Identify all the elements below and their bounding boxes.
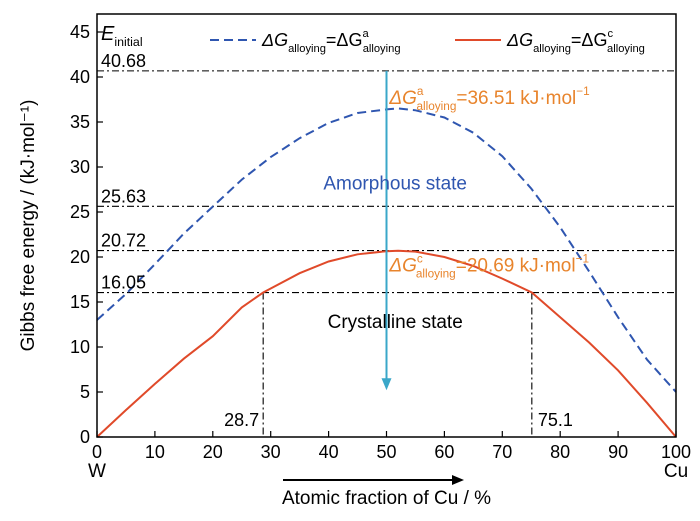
legend-entry-part: ΔG bbox=[261, 30, 288, 50]
legend-entry-part: =ΔG bbox=[571, 30, 608, 50]
delta-g-amorphous-label: ΔGa alloying=36.51 kJ·mol−1 bbox=[388, 85, 589, 113]
e-initial-label-part: initial bbox=[114, 35, 142, 49]
delta-g-crystalline-label: ΔGc alloying=20.69 kJ·mol−1 bbox=[388, 252, 589, 280]
delta-g-crystalline-label-part: ΔG bbox=[388, 255, 417, 276]
x-axis-label: Atomic fraction of Cu / % bbox=[282, 488, 491, 509]
amorphous-state-label: Amorphous state bbox=[323, 174, 467, 195]
crystalline-state-label: Crystalline state bbox=[328, 312, 463, 333]
delta-g-amorphous-label-part: −1 bbox=[576, 85, 589, 98]
delta-g-amorphous-label-part: a bbox=[417, 85, 424, 98]
x-tick-label: 60 bbox=[434, 442, 454, 462]
y-tick-label: 5 bbox=[80, 382, 90, 402]
legend-entry: ΔGalloying=ΔGc alloying bbox=[506, 28, 645, 55]
reference-line-label: 20.72 bbox=[101, 231, 146, 251]
delta-g-amorphous-label-part: alloying bbox=[416, 100, 456, 113]
reference-line-label: 40.68 bbox=[101, 51, 146, 71]
y-tick-label: 10 bbox=[70, 337, 90, 357]
vertical-line-label: 28.7 bbox=[224, 410, 259, 430]
x-tick-label: 30 bbox=[261, 442, 281, 462]
y-tick-label: 25 bbox=[70, 202, 90, 222]
legend-entry-part: c bbox=[607, 28, 613, 40]
delta-g-crystalline-label-part: c bbox=[417, 252, 423, 265]
x-tick-label: 70 bbox=[492, 442, 512, 462]
legend-entry-part: =ΔG bbox=[326, 30, 363, 50]
y-tick-label: 20 bbox=[70, 247, 90, 267]
x-tick-label: 0 bbox=[92, 442, 102, 462]
legend-entry-part: alloying bbox=[607, 43, 645, 55]
legend-entry-part: alloying bbox=[533, 43, 571, 55]
y-axis-label: Gibbs free energy / (kJ·mol⁻¹) bbox=[18, 100, 39, 352]
delta-g-amorphous-label-part: =36.51 kJ·mol bbox=[456, 88, 576, 109]
y-tick-label: 30 bbox=[70, 157, 90, 177]
e-initial-label-part: E bbox=[101, 23, 115, 45]
x-tick-label: 10 bbox=[145, 442, 165, 462]
y-tick-label: 15 bbox=[70, 292, 90, 312]
amorphous-curve bbox=[96, 107, 677, 393]
reference-line-label: 25.63 bbox=[101, 186, 146, 206]
x-tick-label: 90 bbox=[608, 442, 628, 462]
e-initial-label: Einitial bbox=[101, 23, 143, 49]
x-end-label-left: W bbox=[88, 461, 106, 482]
legend-entry-part: ΔG bbox=[506, 30, 533, 50]
x-direction-arrowhead bbox=[452, 475, 464, 485]
reference-line-label: 16.05 bbox=[101, 273, 146, 293]
vertical-line-label: 75.1 bbox=[538, 410, 573, 430]
legend-entry-part: alloying bbox=[288, 43, 326, 55]
delta-g-crystalline-label-part: alloying bbox=[416, 267, 456, 280]
x-tick-label: 20 bbox=[203, 442, 223, 462]
legend-entry-part: a bbox=[362, 28, 369, 40]
x-tick-label: 100 bbox=[661, 442, 691, 462]
delta-g-amorphous-label-part: ΔG bbox=[388, 88, 417, 109]
y-tick-label: 45 bbox=[70, 22, 90, 42]
y-tick-label: 35 bbox=[70, 112, 90, 132]
x-end-label-right: Cu bbox=[664, 461, 688, 482]
delta-g-crystalline-label-part: −1 bbox=[576, 252, 589, 265]
x-tick-label: 40 bbox=[319, 442, 339, 462]
delta-g-crystalline-label-part: =20.69 kJ·mol bbox=[456, 255, 576, 276]
legend-entry-part: alloying bbox=[363, 43, 401, 55]
x-tick-label: 50 bbox=[376, 442, 396, 462]
y-tick-label: 40 bbox=[70, 67, 90, 87]
energy-arrow-head bbox=[381, 378, 392, 391]
legend-entry: ΔGalloying=ΔGa alloying bbox=[261, 28, 401, 55]
y-tick-label: 0 bbox=[80, 427, 90, 447]
x-tick-label: 80 bbox=[550, 442, 570, 462]
